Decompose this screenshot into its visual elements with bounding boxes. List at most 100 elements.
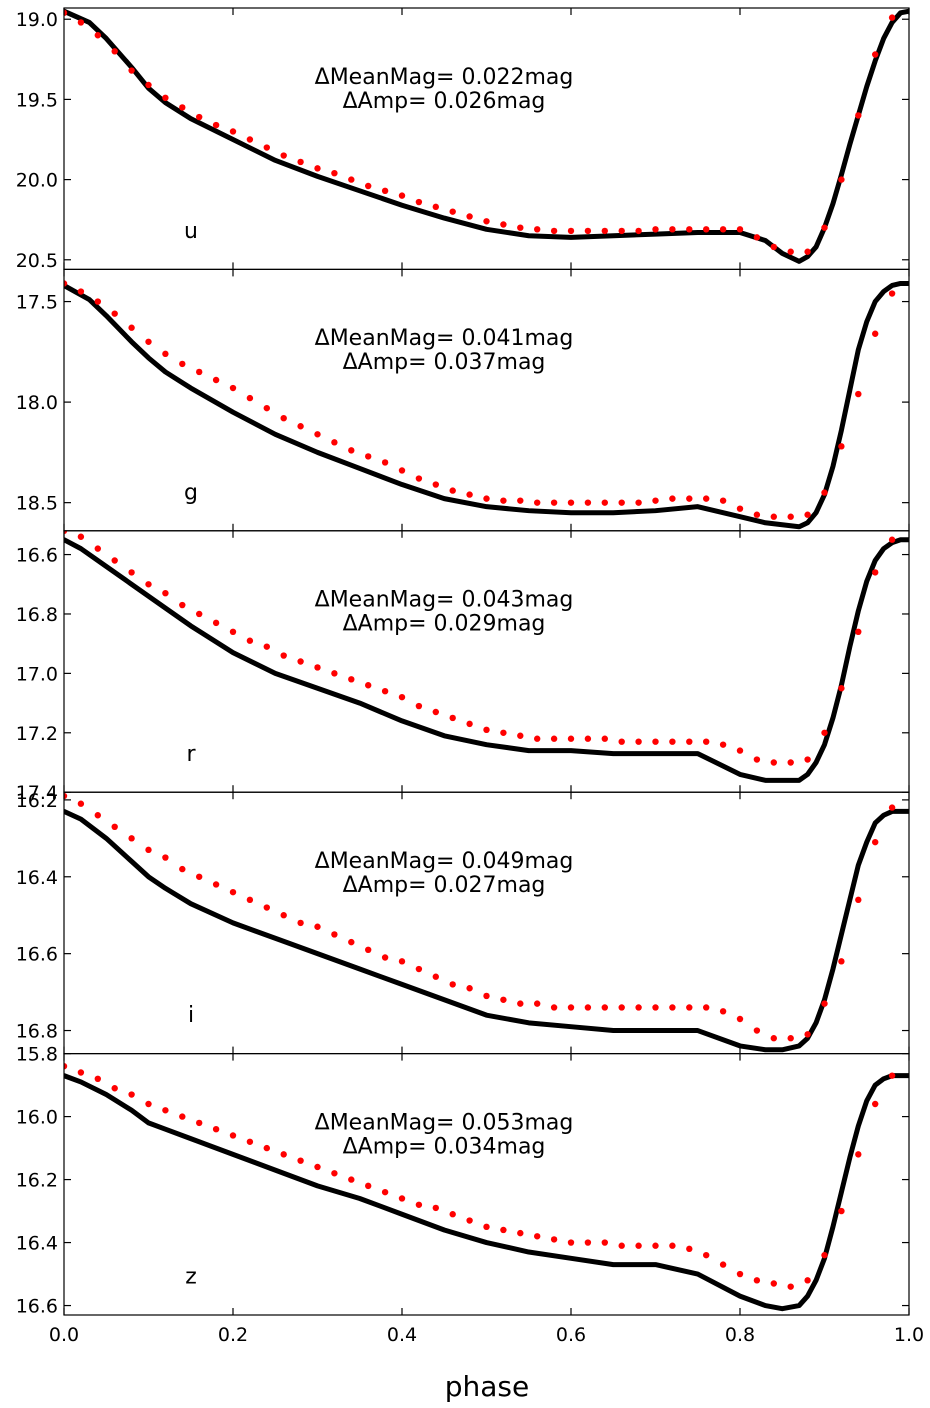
observed-point: [94, 812, 102, 819]
observed-point: [855, 628, 862, 635]
observed-point: [888, 290, 896, 297]
observed-point: [517, 224, 524, 231]
observed-point: [804, 1031, 811, 1038]
observed-point: [246, 1138, 254, 1145]
observed-point: [466, 1217, 473, 1224]
observed-point: [111, 310, 118, 317]
observed-point: [686, 738, 693, 745]
observed-point: [111, 557, 118, 564]
observed-point: [94, 32, 102, 39]
observed-point: [753, 1277, 761, 1284]
observed-point: [331, 1170, 338, 1177]
observed-point: [162, 589, 169, 597]
observed-point: [111, 1085, 118, 1092]
observed-point: [483, 1223, 490, 1231]
observed-point: [415, 475, 423, 482]
model-curve-r: [64, 537, 909, 783]
model-curve-g: [64, 280, 909, 530]
observed-point: [787, 1283, 794, 1290]
observed-point: [669, 1004, 676, 1011]
y-tick-label: 18.5: [16, 493, 58, 515]
observed-point: [432, 708, 439, 716]
y-tick-label: 19.0: [16, 9, 58, 31]
observed-point: [821, 729, 828, 736]
observed-point: [669, 1242, 676, 1249]
observed-point: [550, 499, 558, 506]
observed-point: [787, 248, 794, 255]
y-tick-label: 16.8: [16, 604, 58, 626]
observed-point: [669, 226, 676, 233]
observed-point: [196, 610, 203, 618]
observed-point: [821, 489, 828, 496]
observed-point: [331, 670, 338, 677]
observed-point: [872, 1100, 879, 1108]
model-curve-i: [64, 808, 909, 1053]
y-tick-label: 20.0: [16, 170, 58, 192]
observed-point: [804, 511, 811, 518]
observed-point: [534, 226, 541, 233]
observed-point: [584, 1004, 592, 1011]
observed-point: [398, 192, 406, 199]
observed-point: [500, 729, 507, 736]
observed-point: [111, 823, 118, 830]
observed-point: [162, 94, 169, 102]
observed-point: [162, 1107, 169, 1114]
observed-point: [280, 912, 287, 919]
observed-point: [686, 495, 693, 502]
panel-i: 16.2 16.4 16.6 16.8 ΔMeanMag= 0.049magΔAmp= …: [16, 790, 910, 1055]
observed-point: [314, 664, 321, 671]
observed-point: [872, 330, 879, 337]
observed-point: [348, 1176, 355, 1183]
observed-point: [770, 513, 777, 520]
observed-point: [280, 652, 287, 659]
observed-point: [567, 735, 575, 742]
y-tick-label: 16.4: [16, 867, 58, 889]
observed-point: [719, 497, 727, 504]
observed-point: [669, 738, 676, 745]
delta-mean-mag-label: ΔMeanMag= 0.041mag: [315, 326, 574, 351]
x-tick-label: 0.6: [556, 1324, 586, 1346]
observed-point: [246, 136, 254, 143]
observed-point: [77, 1069, 85, 1076]
observed-point: [348, 447, 355, 454]
observed-point: [855, 896, 862, 904]
observed-point: [432, 481, 439, 488]
observed-point: [652, 1004, 659, 1011]
y-tick-label: 16.0: [16, 1107, 58, 1129]
x-tick-label: 0.2: [218, 1324, 248, 1346]
observed-point: [432, 1204, 439, 1212]
observed-point: [550, 1236, 558, 1243]
observed-point: [584, 227, 592, 235]
x-tick-label: 1.0: [894, 1324, 924, 1346]
observed-point: [534, 1233, 541, 1240]
observed-point: [128, 1091, 135, 1098]
observed-point: [331, 439, 338, 446]
observed-point: [669, 495, 676, 502]
observed-point: [736, 1015, 744, 1023]
observed-point: [415, 965, 423, 973]
observed-point: [64, 530, 68, 534]
observed-point: [550, 227, 558, 235]
observed-point: [466, 985, 473, 992]
observed-point: [534, 1000, 541, 1007]
observed-point: [703, 226, 710, 233]
observed-point: [601, 227, 608, 235]
observed-point: [280, 415, 287, 422]
observed-point: [719, 226, 727, 233]
observed-point: [888, 14, 896, 21]
observed-point: [196, 873, 203, 880]
y-tick-label: 18.0: [16, 392, 58, 414]
y-tick-label: 16.6: [16, 944, 58, 966]
observed-point: [584, 1239, 592, 1246]
observed-point: [770, 1280, 777, 1287]
observed-point: [77, 533, 85, 540]
delta-mean-mag-label: ΔMeanMag= 0.053mag: [315, 1110, 574, 1135]
observed-point: [94, 545, 102, 552]
observed-point: [719, 1261, 727, 1268]
observed-point: [601, 1004, 608, 1011]
observed-point: [483, 218, 490, 225]
observed-point: [229, 384, 237, 392]
observed-point: [753, 511, 761, 518]
